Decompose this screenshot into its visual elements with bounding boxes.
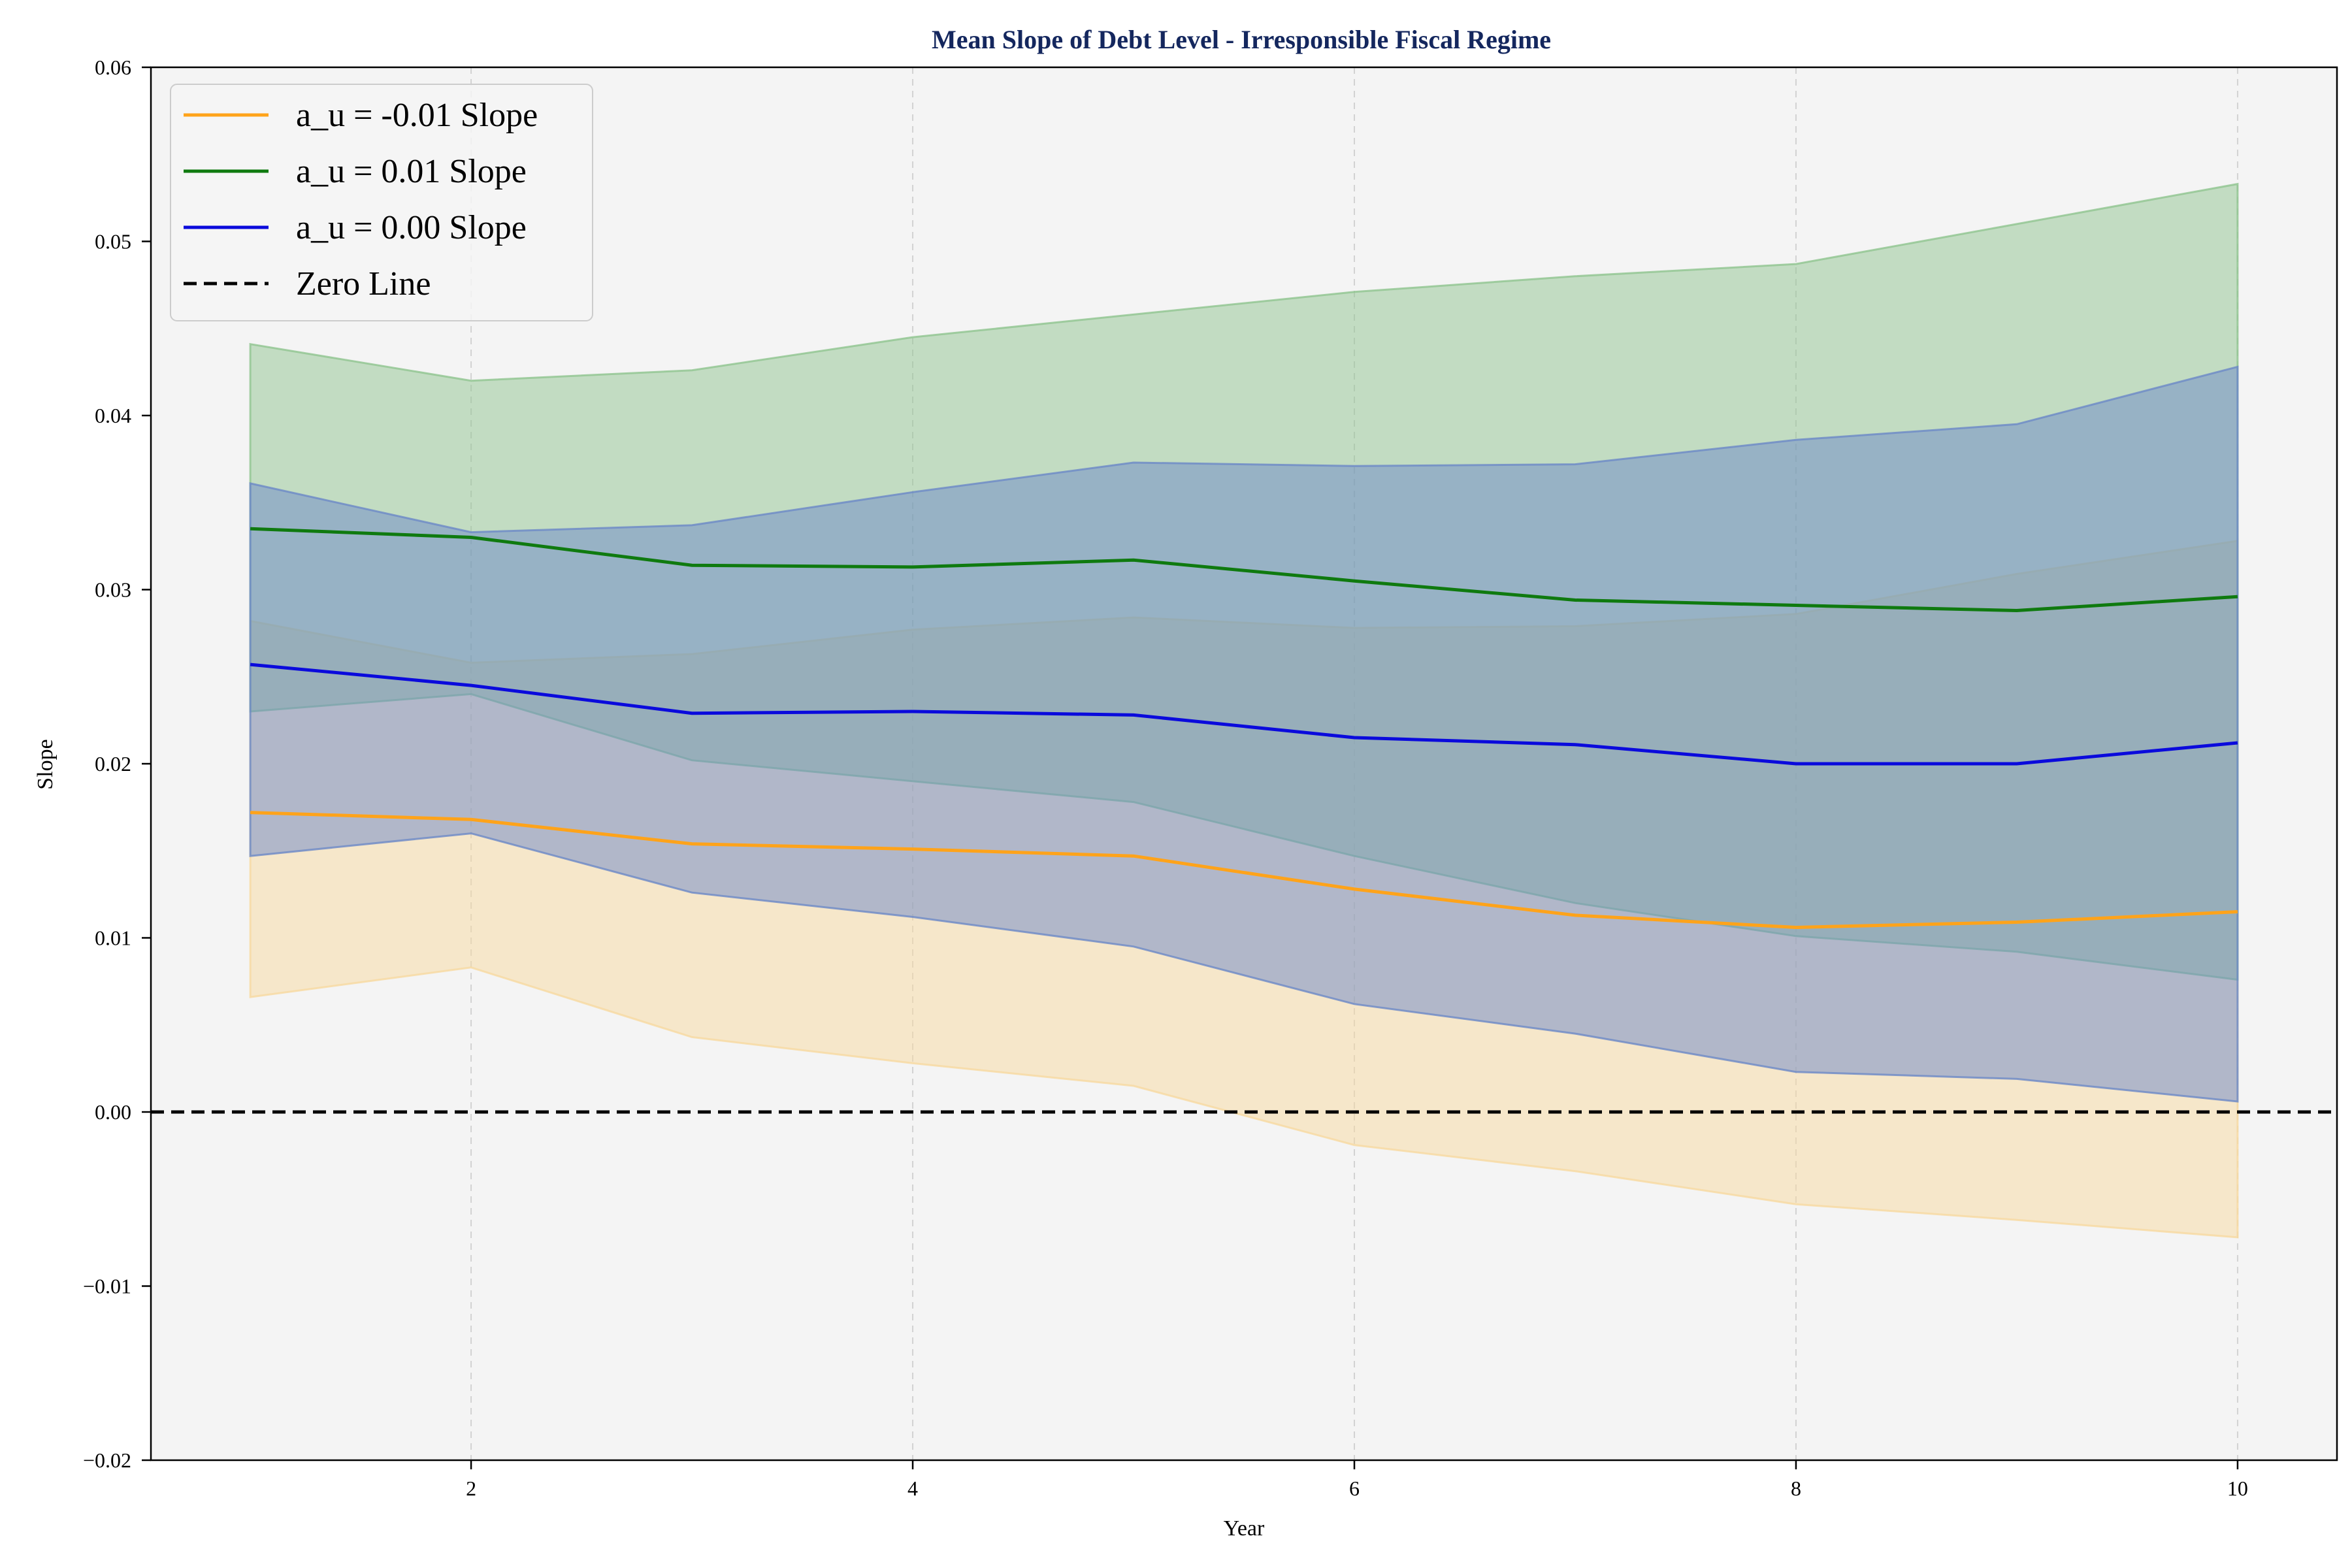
- x-tick-label-6: 6: [1349, 1477, 1360, 1500]
- line-a-u-0-00-slope: [250, 662, 2238, 766]
- y-tick-label-4: 0.02: [95, 752, 131, 776]
- y-tick-label-2: 0.00: [95, 1100, 131, 1124]
- mean-lines: [250, 527, 2238, 930]
- y-tick-label-5: 0.03: [95, 578, 131, 602]
- y-tick-label-8: 0.06: [95, 56, 131, 79]
- y-tick-label-1: −0.01: [83, 1275, 131, 1298]
- y-tick-label-7: 0.05: [95, 230, 131, 253]
- x-tick-label-4: 4: [907, 1477, 918, 1500]
- legend: a_u = -0.01 Slope a_u = 0.01 Slope a_u = 0…: [170, 84, 593, 321]
- y-tick-label-0: −0.02: [83, 1448, 131, 1472]
- line-a-u-0-01-slope: [250, 527, 2238, 613]
- legend-label-a-u-0-00-slope: a_u = 0.00 Slope: [296, 209, 527, 246]
- legend-box: [170, 84, 593, 321]
- legend-label-zero-line: Zero Line: [296, 265, 431, 302]
- x-tick-label-2: 2: [466, 1477, 476, 1500]
- legend-label-a-u-0-01-slope: a_u = 0.01 Slope: [296, 153, 527, 190]
- y-axis-label: Slope: [33, 739, 57, 789]
- chart-title: Mean Slope of Debt Level - Irresponsible…: [932, 25, 1551, 54]
- x-tick-label-8: 8: [1791, 1477, 1801, 1500]
- y-tick-label-3: 0.01: [95, 926, 131, 950]
- band-a-u-0-00-slope: [249, 365, 2239, 1103]
- confidence-bands: [249, 182, 2239, 1239]
- legend-label-a-u-0-01-slope: a_u = -0.01 Slope: [296, 97, 538, 134]
- x-axis-label: Year: [1224, 1516, 1265, 1541]
- line-a-u-0-01-slope: [250, 811, 2238, 930]
- x-axis-ticks: 2 4 6 8 10: [466, 1460, 2248, 1500]
- x-tick-label-10: 10: [2227, 1477, 2248, 1500]
- y-axis-ticks: −0.02 −0.01 0.00 0.01 0.02 0.03 0.04 0.05 0.06: [83, 56, 151, 1472]
- y-tick-label-6: 0.04: [95, 404, 131, 427]
